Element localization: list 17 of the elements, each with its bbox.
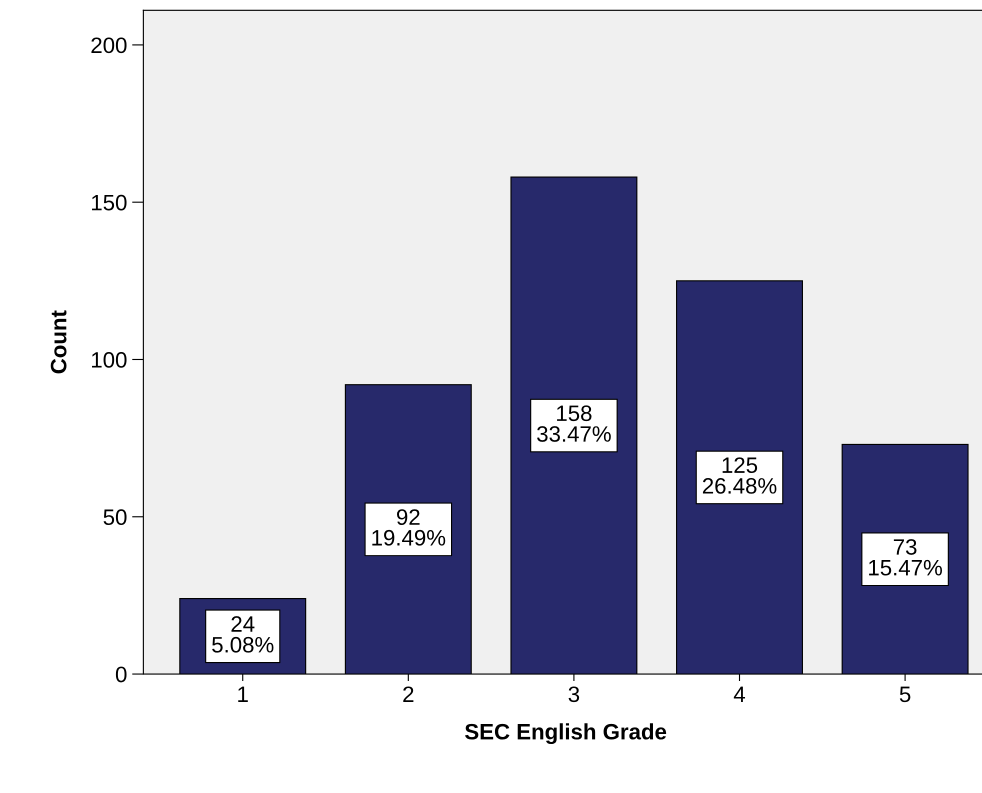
- y-tick-label: 0: [116, 666, 127, 682]
- data-label: 73 15.47%: [869, 539, 942, 576]
- x-tick-label: 2: [403, 686, 414, 702]
- x-tick-label: 4: [734, 686, 746, 702]
- y-tick-label: 50: [104, 509, 127, 526]
- data-label: 24 5.08%: [212, 616, 274, 653]
- y-axis-title: Count: [50, 310, 66, 374]
- x-tick-label: 3: [568, 686, 580, 702]
- y-tick-label: 200: [91, 37, 127, 54]
- data-label: 92 19.49%: [372, 509, 446, 546]
- x-axis-title: SEC English Grade: [465, 723, 666, 744]
- data-label: 125 26.48%: [702, 457, 776, 494]
- x-tick-label: 1: [238, 686, 248, 702]
- data-label: 158 33.47%: [537, 405, 611, 442]
- x-tick-label: 5: [900, 686, 910, 702]
- y-tick-label: 100: [92, 352, 127, 368]
- y-tick-label: 150: [92, 194, 127, 210]
